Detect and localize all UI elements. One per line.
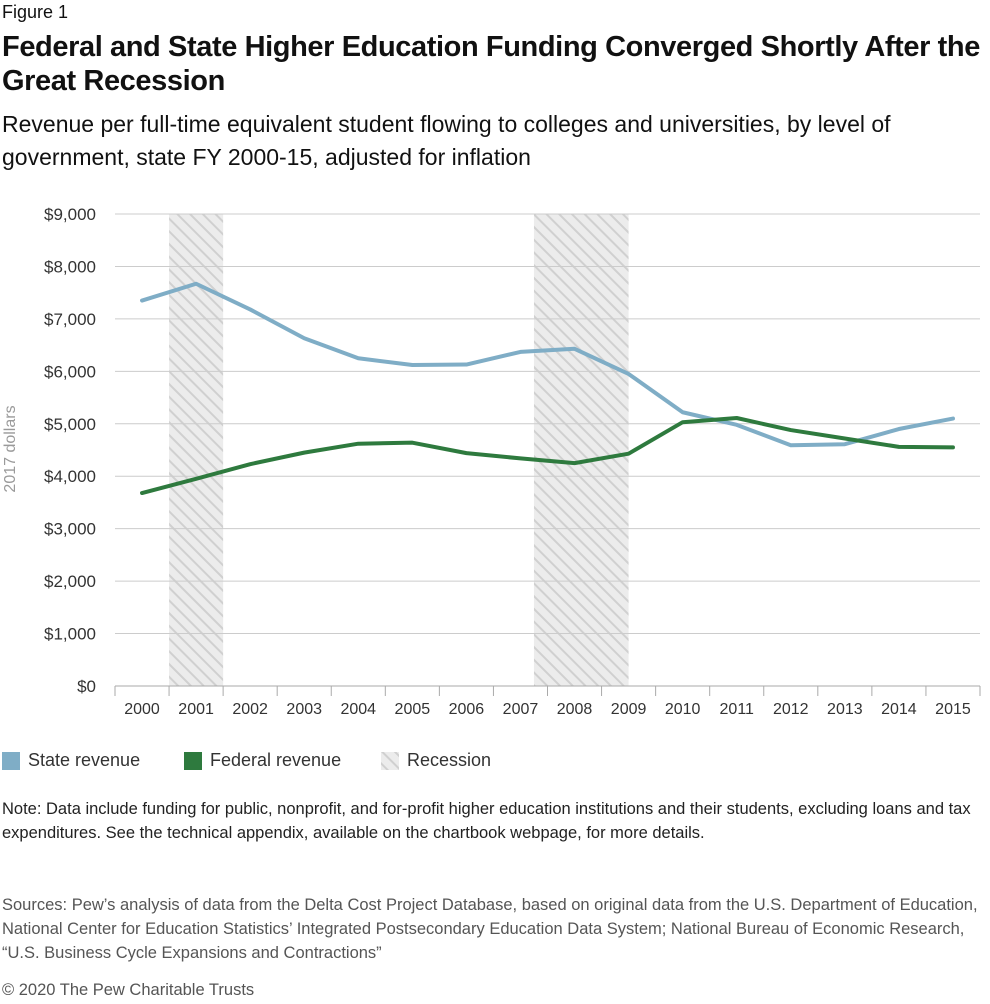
- federal-revenue-line: [140, 416, 955, 496]
- legend-label-recession: Recession: [407, 750, 492, 770]
- x-tick-label: 2005: [395, 701, 431, 718]
- state-revenue-point: [951, 417, 955, 421]
- federal-revenue-point: [735, 416, 739, 420]
- figure-label: Figure 1: [2, 2, 69, 22]
- y-tick-label: $9,000: [44, 205, 96, 224]
- state-revenue-point: [464, 363, 468, 367]
- x-tick-label: 2011: [720, 701, 755, 718]
- chart-subtitle: Revenue per full-time equivalent student…: [2, 111, 891, 170]
- y-tick-label: $0: [77, 677, 96, 696]
- x-tick-label: 2015: [935, 701, 971, 718]
- x-tick-label: 2009: [611, 701, 647, 718]
- x-tick-label: 2013: [827, 701, 863, 718]
- x-tick-label: 2012: [773, 701, 809, 718]
- federal-revenue-point: [573, 461, 577, 465]
- legend: State revenue Federal revenue Recession: [0, 750, 990, 776]
- state-revenue-point: [410, 363, 414, 367]
- recession-band-2: [533, 214, 629, 686]
- state-revenue-point: [518, 350, 522, 354]
- state-revenue-point: [627, 372, 631, 376]
- line-chart: $0 $1,000 $2,000 $3,000 $4,000 $5,000 $6,000 $7…: [2, 205, 981, 718]
- federal-revenue-point: [681, 420, 685, 424]
- x-tick-label: 2003: [286, 701, 322, 718]
- state-revenue-point: [735, 423, 739, 427]
- legend-swatch-federal: [184, 751, 202, 770]
- state-revenue-line: [140, 281, 955, 448]
- state-revenue-point: [843, 442, 847, 446]
- x-tick-label: 2000: [124, 701, 160, 718]
- y-axis-label: 2017 dollars: [2, 405, 19, 492]
- y-tick-label: $4,000: [44, 467, 96, 486]
- y-tick-label: $8,000: [44, 257, 96, 276]
- legend-item-state: State revenue: [2, 750, 140, 771]
- legend-item-recession: Recession: [381, 750, 491, 771]
- state-revenue-point: [194, 282, 198, 286]
- x-tick-label: 2006: [449, 701, 485, 718]
- chart-note: Note: Data include funding for public, n…: [2, 800, 971, 842]
- federal-revenue-point: [302, 451, 306, 455]
- x-tick-label: 2014: [881, 701, 917, 718]
- x-tick-label: 2002: [232, 701, 268, 718]
- legend-label-federal: Federal revenue: [210, 750, 342, 770]
- x-tick-label: 2001: [178, 701, 214, 718]
- x-tick-label: 2004: [340, 701, 376, 718]
- copyright: © 2020 The Pew Charitable Trusts: [2, 981, 255, 999]
- federal-revenue-point: [140, 491, 144, 495]
- x-tick-label: 2008: [557, 701, 593, 718]
- y-tick-label: $6,000: [44, 362, 96, 381]
- federal-revenue-point: [464, 451, 468, 455]
- x-tick-label: 2010: [665, 701, 701, 718]
- federal-revenue-point: [194, 477, 198, 481]
- federal-revenue-point: [843, 436, 847, 440]
- state-revenue-point: [789, 443, 793, 447]
- federal-revenue-point: [951, 445, 955, 449]
- state-revenue-point: [681, 410, 685, 414]
- y-tick-label: $7,000: [44, 310, 96, 329]
- x-tick-label: 2007: [503, 701, 539, 718]
- federal-revenue-point: [518, 456, 522, 460]
- y-tick-label: $2,000: [44, 572, 96, 591]
- legend-item-federal: Federal revenue: [184, 750, 341, 771]
- federal-revenue-point: [789, 428, 793, 432]
- chart-title: Federal and State Higher Education Fundi…: [2, 31, 980, 97]
- state-revenue-point: [356, 356, 360, 360]
- state-revenue-point: [140, 299, 144, 303]
- federal-revenue-point: [897, 445, 901, 449]
- federal-revenue-point: [627, 452, 631, 456]
- federal-revenue-point: [410, 441, 414, 445]
- legend-swatch-recession: [381, 751, 399, 770]
- legend-label-state: State revenue: [28, 750, 141, 770]
- state-revenue-point: [302, 336, 306, 340]
- state-revenue-point: [897, 427, 901, 431]
- federal-revenue-point: [356, 442, 360, 446]
- legend-swatch-state: [2, 751, 20, 770]
- federal-revenue-point: [248, 462, 252, 466]
- y-tick-label: $5,000: [44, 415, 96, 434]
- y-tick-label: $1,000: [44, 625, 96, 644]
- chart-sources: Sources: Pew’s analysis of data from the…: [2, 896, 978, 962]
- y-tick-label: $3,000: [44, 520, 96, 539]
- state-revenue-point: [573, 347, 577, 351]
- state-revenue-point: [248, 307, 252, 311]
